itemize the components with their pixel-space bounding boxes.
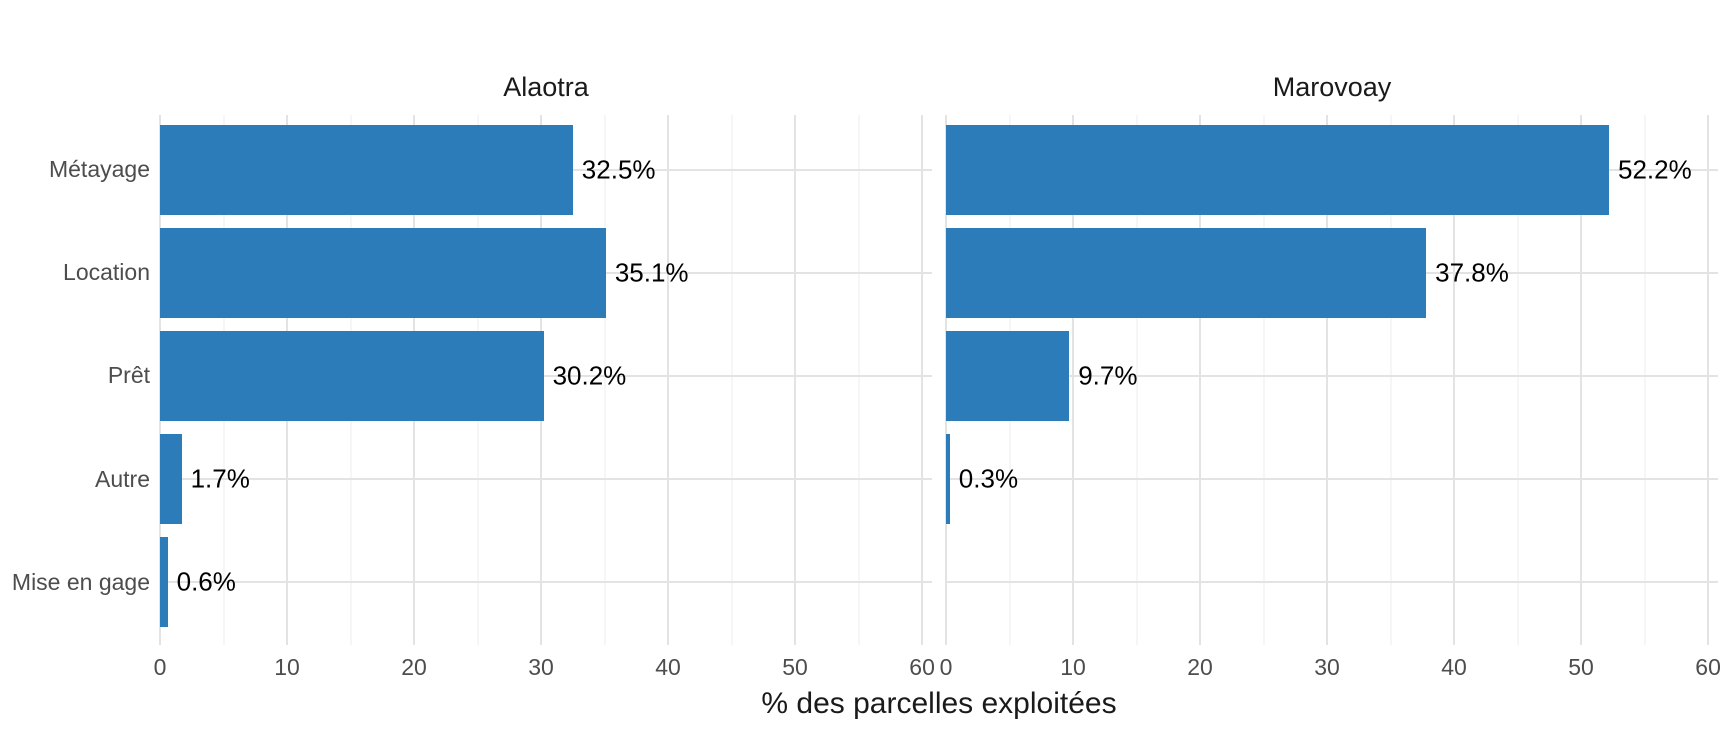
bar-alaotra-location: [160, 227, 606, 318]
bar-alaotra-métayage: [160, 124, 573, 215]
bar-alaotra-mise-en-gage: [160, 537, 168, 628]
x-tick-label: 60: [1695, 654, 1721, 680]
x-axis-title: % des parcelles exploitées: [761, 687, 1117, 720]
x-axis-ticks-alaotra: 0 10 20 30 40 50 60: [154, 645, 935, 685]
bar-marovoay-prêt: [946, 331, 1070, 421]
x-axis-ticks-marovoay: 0 10 20 30 40 50 60: [940, 645, 1721, 685]
major-vertical-gridline: [1453, 115, 1456, 645]
major-vertical-gridline: [921, 115, 924, 645]
bar-value-label: 37.8%: [1435, 257, 1509, 288]
major-vertical-gridline: [1707, 115, 1710, 645]
x-tick-label: 50: [1568, 654, 1594, 680]
horizontal-gridline: [160, 581, 932, 584]
horizontal-gridline: [160, 478, 932, 481]
panel-alaotra: 32.5% 35.1% 30.2% 1.7% 0.6%: [159, 115, 932, 645]
x-tick-label: 10: [1060, 654, 1086, 680]
bar-value-label: 9.7%: [1078, 360, 1138, 391]
x-tick-label: 40: [1441, 654, 1467, 680]
bar-value-label: 52.2%: [1618, 154, 1692, 185]
minor-vertical-gridline: [1517, 115, 1519, 645]
horizontal-gridline: [946, 478, 1718, 481]
major-vertical-gridline: [1580, 115, 1583, 645]
bar-marovoay-location: [946, 227, 1427, 318]
y-axis-label: Location: [63, 259, 150, 286]
horizontal-gridline: [160, 375, 932, 377]
horizontal-gridline: [946, 581, 1718, 584]
facet-title-alaotra: Alaotra: [503, 72, 589, 102]
bar-alaotra-prêt: [160, 331, 544, 421]
bar-value-label: 1.7%: [190, 463, 250, 494]
bar-marovoay-autre: [946, 434, 950, 525]
x-tick-label: 50: [782, 654, 808, 680]
y-axis-labels: Métayage Location Prêt Autre Mise en gage: [0, 115, 160, 645]
x-tick-label: 20: [401, 654, 427, 680]
minor-vertical-gridline: [1390, 115, 1392, 645]
minor-vertical-gridline: [1263, 115, 1265, 645]
y-axis-label: Mise en gage: [11, 568, 150, 595]
bar-value-label: 32.5%: [581, 154, 656, 185]
minor-vertical-gridline: [1136, 115, 1138, 645]
x-tick-label: 0: [153, 654, 167, 680]
y-axis-label: Autre: [95, 465, 150, 492]
bar-alaotra-autre: [160, 434, 182, 525]
x-tick-label: 30: [1314, 654, 1340, 680]
x-tick-label: 0: [939, 654, 953, 680]
bar-value-label: 30.2%: [552, 360, 627, 391]
bar-value-label: 35.1%: [614, 257, 689, 288]
minor-vertical-gridline: [858, 115, 860, 645]
major-vertical-gridline: [794, 115, 797, 645]
facet-title-marovoay: Marovoay: [1272, 72, 1392, 102]
x-tick-label: 20: [1187, 654, 1213, 680]
x-tick-label: 40: [655, 654, 681, 680]
major-vertical-gridline: [1326, 115, 1329, 645]
minor-vertical-gridline: [604, 115, 606, 645]
y-axis-label: Prêt: [107, 362, 150, 389]
x-tick-label: 30: [528, 654, 554, 680]
x-tick-label: 60: [909, 654, 935, 680]
bar-value-label: 0.6%: [176, 566, 236, 597]
minor-vertical-gridline: [1644, 115, 1646, 645]
y-axis-label: Métayage: [48, 156, 150, 183]
x-tick-label: 10: [274, 654, 300, 680]
panel-marovoay: 52.2% 37.8% 9.7% 0.3%: [945, 115, 1718, 645]
minor-vertical-gridline: [731, 115, 733, 645]
horizontal-gridline: [946, 375, 1718, 377]
bar-value-label: 0.3%: [958, 463, 1019, 494]
major-vertical-gridline: [667, 115, 670, 645]
bar-marovoay-métayage: [946, 124, 1610, 215]
major-vertical-gridline: [1072, 115, 1074, 645]
major-vertical-gridline: [1199, 115, 1202, 645]
